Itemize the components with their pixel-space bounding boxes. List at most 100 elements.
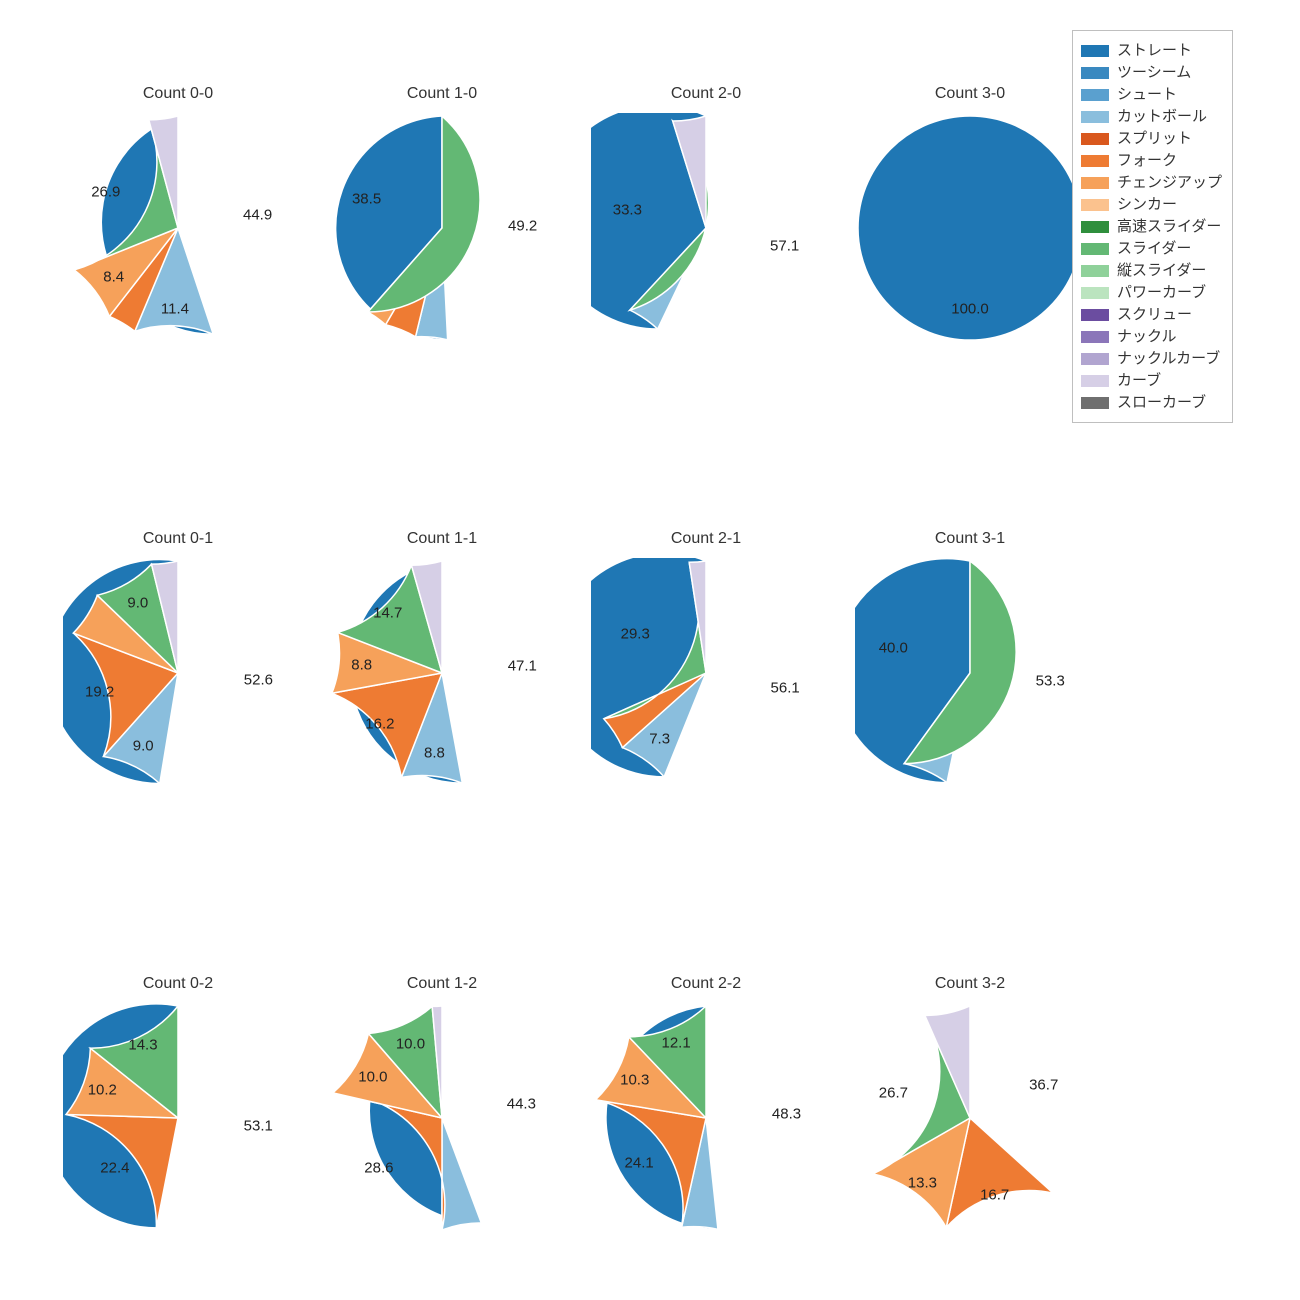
legend-label: スローカーブ <box>1117 392 1206 413</box>
pie-panel-0-2: Count 0-253.122.410.214.3 <box>48 975 308 1233</box>
legend-label: ストレート <box>1117 40 1192 61</box>
slice-label: 29.3 <box>621 626 650 643</box>
pie-holder: 44.9 11.4 8.4 26.9 <box>63 113 293 343</box>
legend-swatch <box>1081 155 1109 167</box>
slice-label: 33.3 <box>613 202 642 219</box>
panel-title: Count 1-2 <box>312 975 572 993</box>
slice-label: 38.5 <box>352 191 381 208</box>
slice-label: 26.9 <box>91 184 120 201</box>
legend-label: ツーシーム <box>1117 62 1191 83</box>
panel-title: Count 2-0 <box>576 85 836 103</box>
legend-label: 高速スライダー <box>1117 216 1221 237</box>
pie-panel-2-2: Count 2-248.324.110.312.1 <box>576 975 836 1233</box>
legend-swatch <box>1081 89 1109 101</box>
pie-holder: 44.3 28.6 10.0 10.0 <box>327 1003 557 1233</box>
panel-title: Count 3-0 <box>840 85 1100 103</box>
pie-holder: 57.1 33.3 <box>591 113 821 343</box>
legend-item-sinker: シンカー <box>1081 194 1222 215</box>
legend-swatch <box>1081 243 1109 255</box>
legend-swatch <box>1081 265 1109 277</box>
legend-swatch <box>1081 111 1109 123</box>
legend-swatch <box>1081 221 1109 233</box>
panel-title: Count 3-1 <box>840 530 1100 548</box>
slice-label: 44.9 <box>243 207 272 224</box>
slice-label: 11.4 <box>161 300 189 317</box>
slice-label: 16.7 <box>980 1186 1009 1203</box>
pie-holder: 47.18.816.28.814.7 <box>327 558 557 788</box>
legend-label: スプリット <box>1117 128 1192 149</box>
slice-label: 8.4 <box>103 268 124 285</box>
pie-panel-0-1: Count 0-152.69.019.29.0 <box>48 530 308 788</box>
slice-label: 57.1 <box>770 237 799 254</box>
legend-item-changeup: チェンジアップ <box>1081 172 1222 193</box>
pie-panel-0-0: Count 0-044.911.48.426.9 <box>48 85 308 343</box>
pie-chart <box>327 1003 557 1233</box>
pie-panel-2-1: Count 2-156.17.329.3 <box>576 530 836 788</box>
legend-item-shoot: シュート <box>1081 84 1222 105</box>
slice-label: 44.3 <box>507 1095 536 1112</box>
legend-swatch <box>1081 375 1109 387</box>
slice-label: 49.2 <box>508 217 537 234</box>
legend-label: スライダー <box>1117 238 1191 259</box>
slice-label: 56.1 <box>771 680 800 697</box>
legend-item-knuckle: ナックル <box>1081 326 1222 347</box>
pie-panel-1-2: Count 1-2 44.3 28.6 10.0 10.0 <box>312 975 572 1233</box>
legend-item-screw: スクリュー <box>1081 304 1222 325</box>
legend-label: ナックル <box>1117 326 1177 347</box>
legend-swatch <box>1081 177 1109 189</box>
legend-label: チェンジアップ <box>1117 172 1222 193</box>
panel-title: Count 0-1 <box>48 530 308 548</box>
pie-panel-3-1: Count 3-153.340.0 <box>840 530 1100 788</box>
slice-label: 36.7 <box>1029 1077 1058 1094</box>
slice-label: 100.0 <box>951 300 989 317</box>
legend-label: カーブ <box>1117 370 1161 391</box>
pie-chart <box>591 558 821 788</box>
pie-panel-2-0: Count 2-0 57.1 33.3 <box>576 85 836 343</box>
slice-label: 16.2 <box>365 716 394 733</box>
legend-item-slider: スライダー <box>1081 238 1222 259</box>
pie-chart <box>591 113 821 343</box>
pie-panel-1-0: Count 1-0 49.2 38.5 <box>312 85 572 343</box>
legend-item-knuckle_curve: ナックルカーブ <box>1081 348 1222 369</box>
pie-holder: 53.122.410.214.3 <box>63 1003 293 1233</box>
panel-title: Count 0-2 <box>48 975 308 993</box>
legend-item-fork: フォーク <box>1081 150 1222 171</box>
slice-label: 22.4 <box>100 1160 129 1177</box>
slice-label: 48.3 <box>772 1105 801 1122</box>
legend-swatch <box>1081 67 1109 79</box>
slice-label: 14.3 <box>128 1037 157 1054</box>
legend-item-curve: カーブ <box>1081 370 1222 391</box>
figure-canvas: Count 0-044.911.48.426.9Count 1-049.238.… <box>0 0 1300 1300</box>
slice-label: 14.7 <box>373 605 402 622</box>
legend-swatch <box>1081 397 1109 409</box>
slice-label: 52.6 <box>244 671 273 688</box>
slice-label: 28.6 <box>364 1160 393 1177</box>
slice-label: 10.0 <box>396 1035 425 1052</box>
legend-item-v_slider: 縦スライダー <box>1081 260 1222 281</box>
legend-label: パワーカーブ <box>1117 282 1206 303</box>
slice-label: 26.7 <box>879 1084 908 1101</box>
pie-holder: 52.69.019.29.0 <box>63 558 293 788</box>
panel-title: Count 3-2 <box>840 975 1100 993</box>
legend-swatch <box>1081 309 1109 321</box>
pie-panel-3-0: Count 3-0 100.0 <box>840 85 1100 343</box>
legend-swatch <box>1081 199 1109 211</box>
legend-label: フォーク <box>1117 150 1177 171</box>
legend-swatch <box>1081 45 1109 57</box>
panel-title: Count 2-1 <box>576 530 836 548</box>
slice-label: 47.1 <box>508 657 537 674</box>
legend-label: カットボール <box>1117 106 1207 127</box>
slice-label: 10.0 <box>358 1068 387 1085</box>
slice-label: 13.3 <box>908 1175 937 1192</box>
legend-swatch <box>1081 287 1109 299</box>
slice-label: 19.2 <box>85 684 114 701</box>
panel-title: Count 1-0 <box>312 85 572 103</box>
pie-panel-3-2: Count 3-2 36.7 16.7 13.3 26.7 <box>840 975 1100 1233</box>
legend-swatch <box>1081 353 1109 365</box>
pie-chart <box>855 1003 1085 1233</box>
pie-holder: 100.0 <box>855 113 1085 343</box>
slice-label: 9.0 <box>133 737 154 754</box>
legend-item-straight: ストレート <box>1081 40 1222 61</box>
slice-label: 10.2 <box>88 1082 117 1099</box>
pie-holder: 36.7 16.7 13.3 26.7 <box>855 1003 1085 1233</box>
